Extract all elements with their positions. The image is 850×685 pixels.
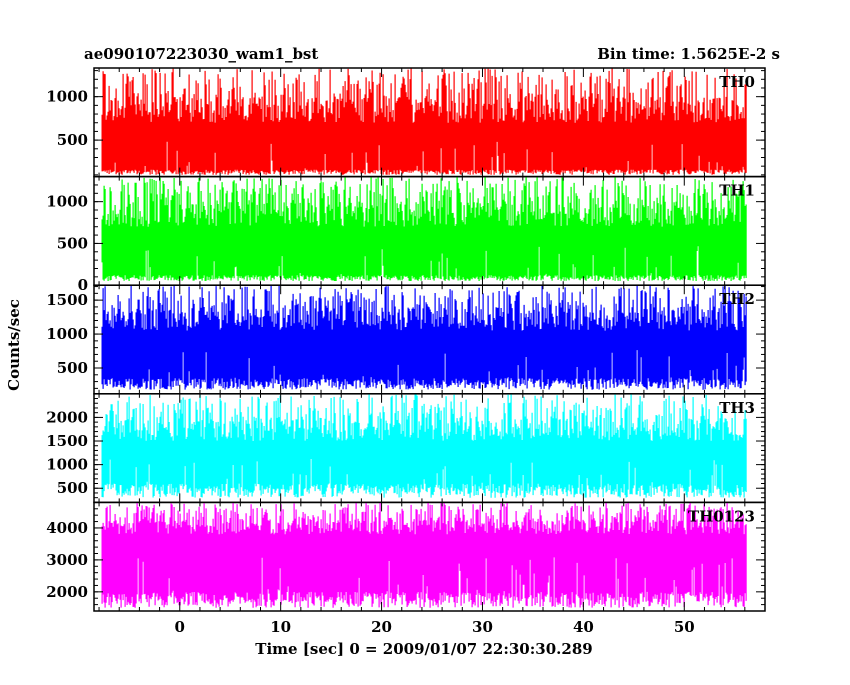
x-tick-label: 20 bbox=[371, 618, 392, 636]
x-tick-label: 40 bbox=[573, 618, 594, 636]
y-tick-label: 500 bbox=[57, 234, 88, 252]
y-tick-label: 1500 bbox=[46, 432, 88, 450]
series-trace-th3 bbox=[101, 393, 747, 498]
panel-th1: 0 500 1000 TH1 bbox=[46, 175, 766, 294]
chart-title-right: Bin time: 1.5625E-2 s bbox=[597, 45, 780, 63]
y-tick-label: 1000 bbox=[46, 88, 88, 106]
y-axis-title: Counts/sec bbox=[5, 299, 23, 391]
series-label-th0123: TH0123 bbox=[688, 507, 755, 525]
y-tick-label: 1000 bbox=[46, 325, 88, 343]
y-tick-label: 500 bbox=[57, 479, 88, 497]
panel-th0123: 2000 3000 4000 TH0123 bbox=[46, 501, 766, 612]
series-label-th2: TH2 bbox=[719, 290, 755, 308]
panel-frame bbox=[93, 501, 766, 612]
series-trace-th0123 bbox=[101, 502, 747, 608]
panel-th0: 500 1000 TH0 bbox=[46, 67, 766, 178]
x-axis-title: Time [sec] 0 = 2009/01/07 22:30:30.289 bbox=[255, 640, 592, 658]
x-tick-label: 30 bbox=[472, 618, 493, 636]
y-tick-label: 4000 bbox=[46, 519, 88, 537]
y-tick-label: 1500 bbox=[46, 291, 88, 309]
x-tick-label: 0 bbox=[175, 618, 185, 636]
y-tick-label: 2000 bbox=[46, 583, 88, 601]
y-tick-label: 0 bbox=[78, 276, 88, 294]
y-tick-label: 1000 bbox=[46, 193, 88, 211]
y-tick-label: 500 bbox=[57, 359, 88, 377]
series-trace-th1 bbox=[101, 176, 747, 281]
series-label-th1: TH1 bbox=[719, 182, 755, 200]
y-tick-label: 3000 bbox=[46, 551, 88, 569]
series-label-th0: TH0 bbox=[719, 73, 755, 91]
panel-th2: 500 1000 1500 TH2 bbox=[46, 284, 766, 395]
y-tick-label: 1000 bbox=[46, 456, 88, 474]
x-tick-label: 50 bbox=[674, 618, 695, 636]
x-tick-label: 10 bbox=[270, 618, 291, 636]
chart-title-left: ae090107223030_wam1_bst bbox=[84, 45, 318, 63]
series-trace-th2 bbox=[101, 285, 747, 390]
y-tick-label: 500 bbox=[57, 131, 88, 149]
panel-th3: 500 1000 1500 2000 TH3 bbox=[46, 393, 766, 504]
y-tick-label: 2000 bbox=[46, 408, 88, 426]
series-trace-th0 bbox=[101, 68, 747, 175]
series-label-th3: TH3 bbox=[719, 399, 755, 417]
